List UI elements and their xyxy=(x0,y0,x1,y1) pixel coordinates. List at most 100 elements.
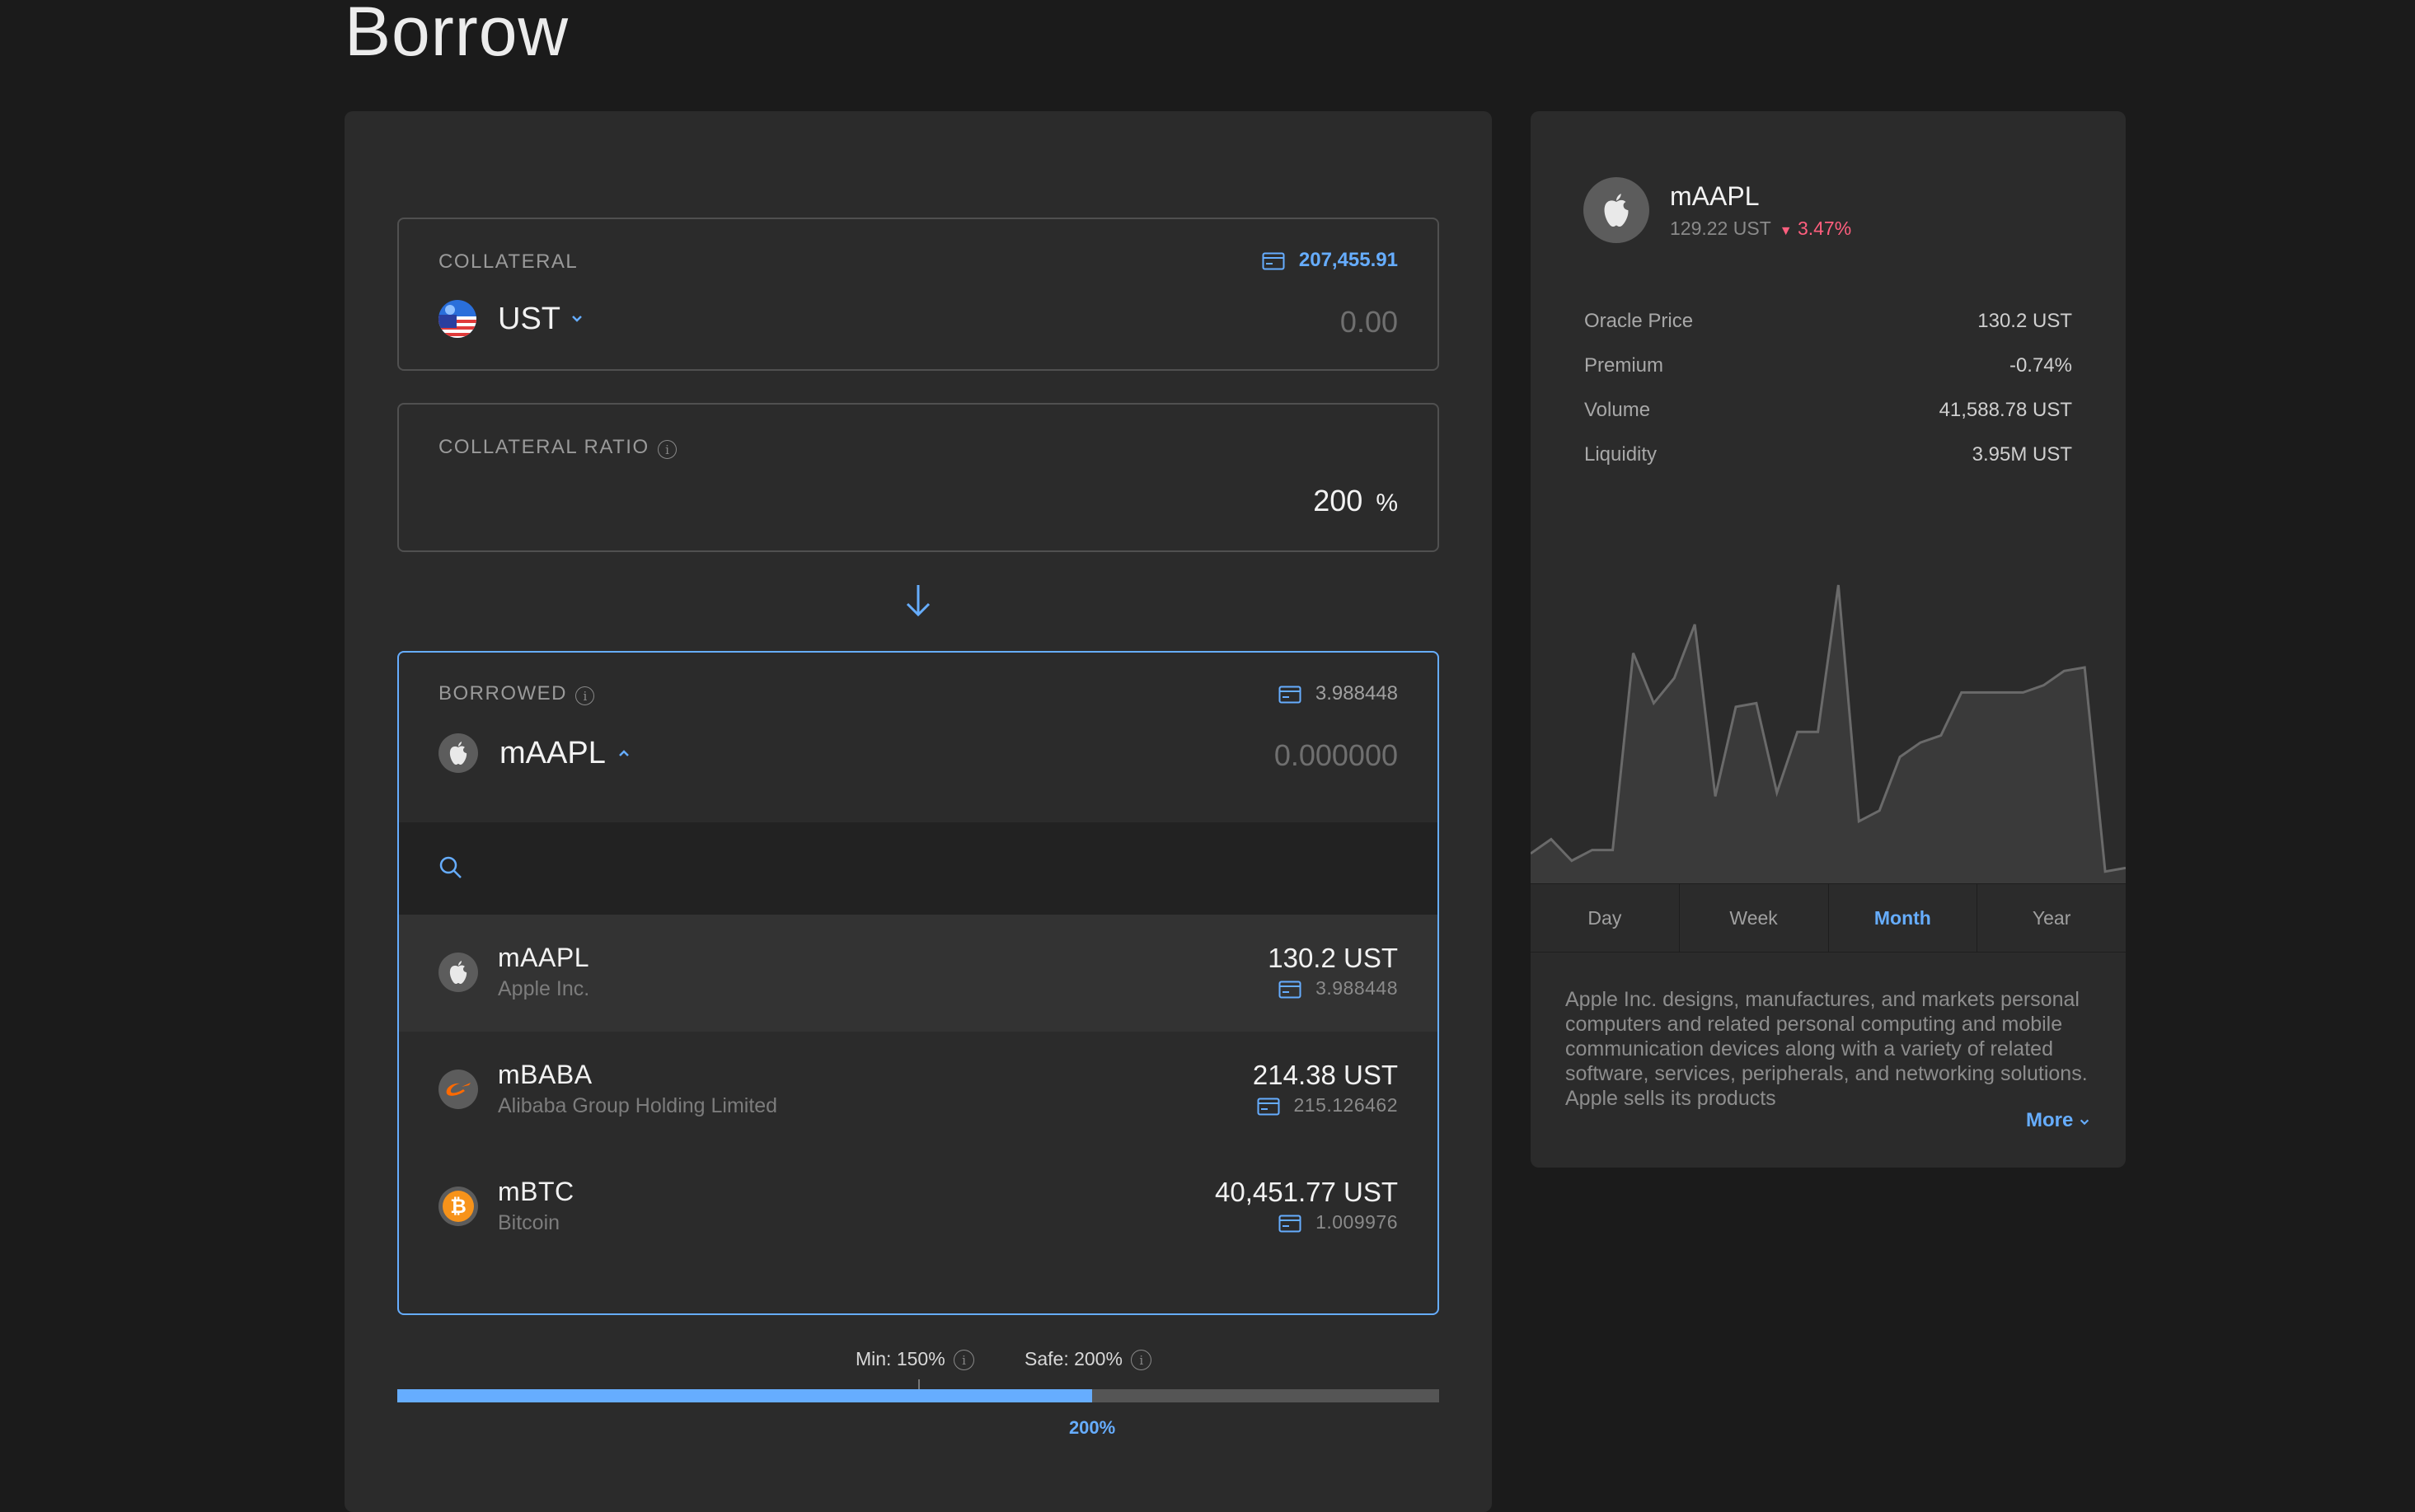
info-icon[interactable]: i xyxy=(575,686,595,706)
collateral-ratio-label: COLLATERAL RATIO xyxy=(438,436,649,458)
borrowed-token-selector[interactable]: mAAPL xyxy=(438,733,631,773)
token-price: 40,451.77 UST xyxy=(1215,1177,1398,1207)
collateral-balance[interactable]: 207,455.91 xyxy=(1262,249,1398,272)
stat-label: Liquidity xyxy=(1584,443,1658,466)
collateral-ratio-header: COLLATERAL RATIO i xyxy=(438,436,678,460)
search-icon xyxy=(439,856,462,878)
token-name: Bitcoin xyxy=(498,1211,560,1234)
token-list-item-maapl[interactable]: mAAPL Apple Inc. 130.2 UST 3.988448 xyxy=(399,915,1437,1032)
ratio-bar-fill[interactable] xyxy=(397,1389,1093,1402)
stat-label: Premium xyxy=(1584,354,1664,377)
price-area xyxy=(1531,585,2126,883)
collateral-token-selector[interactable]: UST xyxy=(438,300,584,338)
collateral-balance-value: 207,455.91 xyxy=(1298,249,1398,271)
ratio-safe-marker: Safe: 200% i xyxy=(1025,1348,1152,1371)
borrowed-balance-value: 3.988448 xyxy=(1315,682,1398,705)
wallet-icon xyxy=(1278,686,1301,704)
asset-price: 129.22 UST xyxy=(1670,218,1771,239)
asset-price-row: 129.22 UST ▼ 3.47% xyxy=(1670,218,1851,240)
token-search-input[interactable] xyxy=(481,847,1391,890)
ratio-min-label: Min: 150% xyxy=(856,1348,945,1369)
stat-row: Oracle Price 130.2 UST xyxy=(1584,310,2072,354)
ratio-safe-label: Safe: 200% xyxy=(1025,1348,1123,1369)
borrowed-balance[interactable]: 3.988448 xyxy=(1278,682,1398,705)
wallet-icon xyxy=(1262,252,1285,270)
wallet-icon xyxy=(1278,981,1301,999)
arrow-down-icon xyxy=(906,585,931,617)
ratio-current-label: 200% xyxy=(1068,1417,1116,1438)
bitcoin-icon: ₿ xyxy=(438,1187,478,1226)
collateral-ratio-value: 200 xyxy=(1313,484,1363,517)
stat-value: 3.95M UST xyxy=(1972,443,2072,466)
collateral-amount-input[interactable]: 0.00 xyxy=(1339,305,1398,339)
apple-icon xyxy=(1583,177,1649,243)
borrowed-label: BORROWED xyxy=(438,682,567,705)
chevron-down-icon xyxy=(572,316,582,322)
borrowed-input-box[interactable]: BORROWED i 3.988448 mAAPL 0.000000 mAAPL… xyxy=(397,651,1439,1315)
collateral-ratio-unit: % xyxy=(1376,489,1398,517)
borrowed-header: BORROWED i xyxy=(438,682,595,706)
stat-label: Oracle Price xyxy=(1584,310,1694,332)
ratio-min-tick xyxy=(918,1379,920,1389)
collateral-token-label: UST xyxy=(498,301,560,336)
borrowed-amount-input[interactable]: 0.000000 xyxy=(1273,738,1398,772)
stat-row: Premium -0.74% xyxy=(1584,354,2072,399)
collateral-input-box[interactable]: COLLATERAL 207,455.91 UST 0.00 xyxy=(397,218,1439,371)
stat-value: 130.2 UST xyxy=(1977,310,2072,332)
alibaba-icon xyxy=(438,1070,478,1109)
chevron-up-icon xyxy=(618,750,629,756)
token-balance: 3.988448 xyxy=(1278,977,1398,999)
stat-row: Volume 41,588.78 UST xyxy=(1584,399,2072,443)
stat-value: 41,588.78 UST xyxy=(1939,399,2072,421)
stat-label: Volume xyxy=(1584,399,1651,421)
ratio-min-marker: Min: 150% i xyxy=(856,1348,975,1371)
collateral-ratio-input[interactable]: 200 % xyxy=(1313,484,1398,518)
borrow-form-panel xyxy=(345,111,1492,1512)
asset-symbol: mAAPL xyxy=(1670,181,1760,211)
asset-change: 3.47% xyxy=(1797,218,1852,239)
more-label: More xyxy=(2026,1109,2074,1131)
token-balance-value: 1.009976 xyxy=(1315,1211,1398,1233)
tab-day[interactable]: Day xyxy=(1531,884,1680,952)
tab-year[interactable]: Year xyxy=(2032,906,2071,929)
token-price: 214.38 UST xyxy=(1252,1060,1398,1090)
info-icon[interactable]: i xyxy=(1131,1350,1152,1371)
collateral-label: COLLATERAL xyxy=(438,250,579,273)
token-balance-value: 215.126462 xyxy=(1293,1094,1398,1116)
token-balance: 1.009976 xyxy=(1278,1211,1398,1233)
asset-stats: Oracle Price 130.2 UST Premium -0.74% Vo… xyxy=(1584,310,2072,488)
more-link[interactable]: More xyxy=(2026,1109,2090,1132)
token-symbol: mBABA xyxy=(498,1060,593,1089)
token-list-item-mbaba[interactable]: mBABA Alibaba Group Holding Limited 214.… xyxy=(399,1032,1437,1149)
token-balance-value: 3.988448 xyxy=(1315,977,1398,999)
stat-value: -0.74% xyxy=(2009,354,2072,377)
token-symbol: mBTC xyxy=(498,1177,574,1206)
info-icon[interactable]: i xyxy=(954,1350,975,1371)
apple-icon xyxy=(438,953,478,992)
price-chart[interactable] xyxy=(1531,560,2126,883)
asset-info-panel xyxy=(1531,111,2126,1168)
asset-description: Apple Inc. designs, manufactures, and ma… xyxy=(1565,988,2088,1110)
borrowed-token-label: mAAPL xyxy=(499,735,606,770)
stat-row: Liquidity 3.95M UST xyxy=(1584,443,2072,488)
wallet-icon xyxy=(1257,1098,1280,1116)
token-search-row[interactable] xyxy=(399,822,1437,915)
token-symbol: mAAPL xyxy=(498,943,589,972)
token-name: Apple Inc. xyxy=(498,977,590,1000)
tab-month[interactable]: Month xyxy=(1829,884,1978,952)
chevron-down-icon xyxy=(2080,1119,2089,1126)
tab-week[interactable]: Week xyxy=(1680,884,1829,952)
info-icon[interactable]: i xyxy=(658,440,678,460)
ust-flag-icon xyxy=(438,300,476,338)
wallet-icon xyxy=(1278,1215,1301,1233)
token-price: 130.2 UST xyxy=(1268,943,1398,973)
token-name: Alibaba Group Holding Limited xyxy=(498,1094,778,1117)
chart-range-tabs: Day Week Month Year xyxy=(1531,883,2126,953)
price-line xyxy=(1531,584,2126,873)
token-balance: 215.126462 xyxy=(1257,1094,1398,1116)
page-title: Borrow xyxy=(345,0,570,70)
apple-icon xyxy=(438,733,478,773)
svg-text:₿: ₿ xyxy=(450,1195,467,1218)
token-list-item-mbtc[interactable]: ₿ mBTC Bitcoin 40,451.77 UST 1.009976 xyxy=(399,1149,1437,1266)
collateral-ratio-box[interactable]: COLLATERAL RATIO i 200 % xyxy=(397,403,1439,552)
